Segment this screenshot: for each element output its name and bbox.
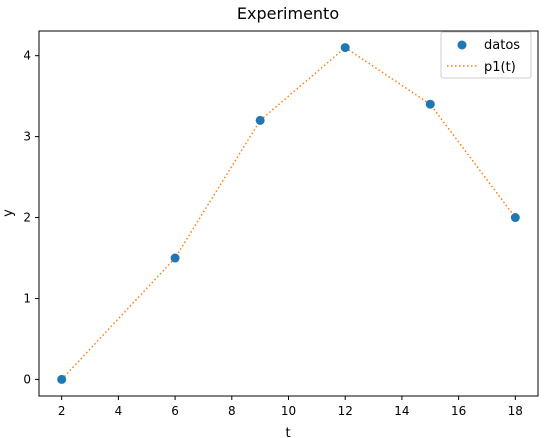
legend-label-datos: datos bbox=[484, 38, 520, 53]
y-tick-label: 0 bbox=[23, 372, 31, 386]
data-point-datos bbox=[57, 374, 67, 384]
data-point-datos bbox=[170, 253, 180, 263]
plot-area bbox=[57, 43, 520, 384]
x-tick-label: 8 bbox=[228, 404, 236, 418]
x-tick-label: 2 bbox=[58, 404, 66, 418]
x-tick-label: 12 bbox=[338, 404, 353, 418]
y-tick-label: 2 bbox=[23, 211, 31, 225]
y-axis-label: y bbox=[1, 209, 16, 217]
series-line-p1 bbox=[61, 46, 516, 380]
x-tick-label: 18 bbox=[508, 404, 523, 418]
legend: datos p1(t) bbox=[440, 31, 532, 79]
data-point-datos bbox=[510, 213, 520, 223]
x-axis-label: t bbox=[285, 426, 290, 438]
x-tick-label: 4 bbox=[115, 404, 123, 418]
x-tick-label: 10 bbox=[281, 404, 296, 418]
axes-frame bbox=[38, 30, 539, 397]
data-point-datos bbox=[255, 115, 265, 125]
x-tick-label: 16 bbox=[451, 404, 466, 418]
x-tick-label: 14 bbox=[394, 404, 409, 418]
y-tick-label: 1 bbox=[23, 291, 31, 305]
legend-marker-datos bbox=[457, 40, 467, 50]
data-point-datos bbox=[425, 99, 435, 109]
legend-label-p1: p1(t) bbox=[484, 60, 516, 75]
x-tick-label: 6 bbox=[171, 404, 179, 418]
x-axis: 2 4 6 8 10 12 14 16 18 bbox=[58, 396, 523, 418]
y-tick-label: 3 bbox=[23, 130, 31, 144]
data-point-datos bbox=[340, 43, 350, 53]
y-axis: 0 1 2 3 4 bbox=[23, 49, 39, 386]
chart-title: Experimento bbox=[237, 4, 339, 23]
y-tick-label: 4 bbox=[23, 49, 31, 63]
